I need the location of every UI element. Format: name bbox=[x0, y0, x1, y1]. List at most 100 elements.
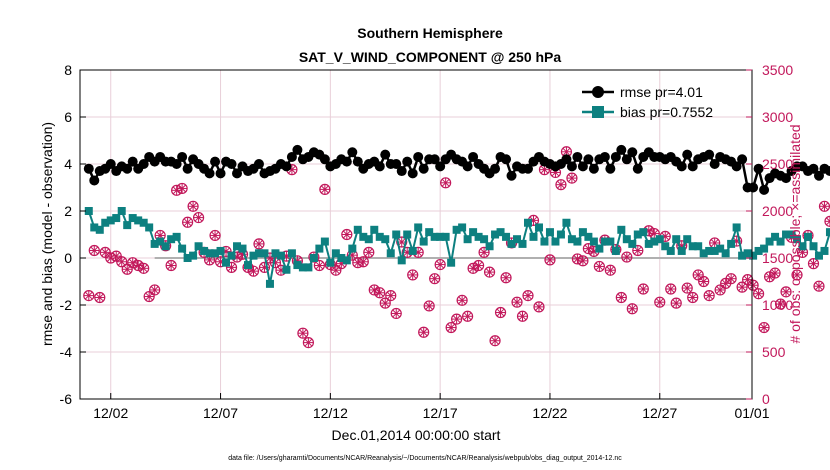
obs-point bbox=[533, 301, 545, 313]
bias-point bbox=[95, 225, 104, 234]
rmse-point bbox=[605, 163, 616, 174]
obs-point bbox=[192, 211, 205, 224]
rmse-point bbox=[813, 170, 824, 181]
bias-point bbox=[348, 244, 357, 253]
bias-point bbox=[793, 235, 802, 244]
bias-point bbox=[84, 207, 93, 215]
rmse-point bbox=[753, 163, 764, 174]
bias-point bbox=[551, 237, 560, 246]
rmse-series bbox=[83, 144, 830, 195]
bias-point bbox=[804, 232, 812, 241]
obs-point bbox=[330, 264, 342, 276]
bias-point bbox=[694, 242, 703, 251]
rmse-point bbox=[748, 182, 759, 193]
bias-point bbox=[814, 251, 823, 260]
bias-point bbox=[452, 225, 461, 234]
x-tick-label: 12/07 bbox=[203, 405, 238, 421]
rmse-point bbox=[566, 161, 577, 172]
bias-point bbox=[518, 239, 527, 248]
rmse-point bbox=[632, 163, 643, 174]
rmse-point bbox=[759, 184, 770, 195]
bias-point bbox=[529, 232, 538, 241]
bias-point bbox=[430, 232, 439, 241]
bias-point bbox=[447, 258, 456, 267]
bias-point bbox=[496, 228, 505, 237]
rmse-point bbox=[506, 170, 517, 181]
bias-point bbox=[809, 242, 818, 251]
rmse-point bbox=[704, 149, 715, 160]
rmse-point bbox=[588, 163, 599, 174]
obs-point bbox=[472, 259, 485, 272]
bias-point bbox=[326, 258, 335, 267]
bias-point bbox=[617, 225, 626, 234]
bias-point bbox=[298, 263, 307, 272]
obs-point bbox=[807, 258, 820, 270]
chart-title: Southern Hemisphere bbox=[357, 25, 503, 41]
y-tick-label: 4 bbox=[64, 156, 72, 172]
rmse-point bbox=[89, 175, 100, 186]
bias-point bbox=[265, 279, 274, 288]
rmse-point bbox=[572, 151, 583, 162]
bias-point bbox=[584, 232, 593, 241]
bias-point bbox=[633, 230, 642, 239]
bias-point bbox=[683, 235, 692, 244]
rmse-point bbox=[435, 161, 446, 172]
rmse-point bbox=[122, 163, 133, 174]
bias-point bbox=[244, 261, 252, 270]
obs-point bbox=[824, 215, 830, 227]
obs-point bbox=[687, 291, 699, 304]
obs-point bbox=[714, 284, 726, 296]
bias-point bbox=[661, 242, 670, 251]
rmse-point bbox=[468, 151, 479, 162]
obs-point bbox=[758, 321, 770, 334]
obs-point bbox=[390, 307, 402, 320]
obs-point bbox=[769, 267, 781, 279]
rmse-point bbox=[523, 163, 533, 174]
bias-point bbox=[639, 228, 648, 237]
bias-point bbox=[743, 249, 752, 258]
obs-point bbox=[555, 179, 567, 191]
rmse-point bbox=[577, 161, 588, 172]
bias-point bbox=[463, 235, 472, 244]
obs-point bbox=[692, 269, 704, 281]
bias-point bbox=[233, 242, 242, 251]
bias-point bbox=[359, 232, 368, 241]
rmse-point bbox=[396, 166, 407, 177]
bias-point bbox=[513, 235, 522, 244]
obs-point bbox=[434, 258, 446, 271]
rmse-point bbox=[391, 159, 402, 169]
bias-point bbox=[167, 235, 176, 244]
x-tick-label: 12/17 bbox=[423, 405, 458, 421]
bias-point bbox=[491, 230, 500, 239]
y2-tick-label: 0 bbox=[762, 391, 770, 407]
x-tick-label: 12/02 bbox=[93, 405, 128, 421]
rmse-point bbox=[210, 156, 221, 167]
bias-point bbox=[370, 225, 379, 234]
bias-point bbox=[375, 232, 384, 241]
bias-point bbox=[381, 235, 390, 244]
bias-point bbox=[710, 246, 719, 255]
bias-point bbox=[458, 223, 467, 232]
obs-point bbox=[385, 290, 397, 302]
y-axis-label: rmse and bias (model - observation) bbox=[39, 122, 55, 346]
obs-point bbox=[516, 310, 529, 322]
obs-point bbox=[813, 280, 825, 292]
obs-point bbox=[182, 216, 194, 228]
rmse-point bbox=[341, 156, 352, 167]
bias-point bbox=[260, 249, 269, 258]
bias-point bbox=[145, 223, 154, 232]
y2-tick-label: 500 bbox=[762, 344, 786, 360]
obs-point bbox=[302, 337, 314, 349]
bias-point bbox=[419, 237, 428, 246]
bias-point bbox=[353, 225, 362, 234]
rmse-point bbox=[429, 154, 440, 165]
bias-point bbox=[716, 244, 725, 253]
bias-point bbox=[721, 249, 730, 258]
bias-point bbox=[200, 246, 209, 255]
rmse-point bbox=[561, 154, 572, 165]
obs-point bbox=[149, 284, 161, 296]
obs-point bbox=[313, 259, 325, 272]
bias-point bbox=[825, 228, 830, 237]
rmse-point bbox=[687, 161, 698, 172]
rmse-point bbox=[621, 154, 632, 165]
